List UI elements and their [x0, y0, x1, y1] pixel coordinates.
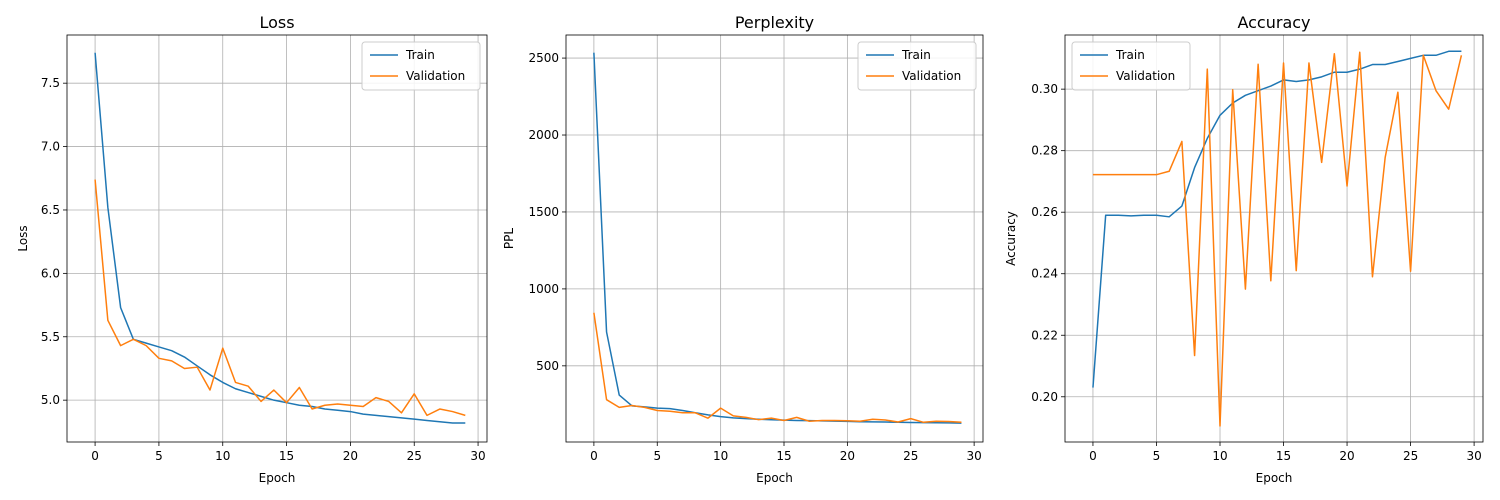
y-tick-label: 500	[536, 359, 559, 373]
x-tick-label: 10	[1212, 449, 1227, 463]
series-line-train	[1092, 50, 1462, 388]
x-tick-label: 30	[1466, 449, 1481, 463]
legend-label-validation: Validation	[406, 69, 465, 83]
x-tick-label: 20	[840, 449, 855, 463]
chart-title: Loss	[259, 13, 294, 32]
chart-title: Accuracy	[1237, 13, 1310, 32]
x-tick-label: 20	[1339, 449, 1354, 463]
x-tick-label: 30	[470, 449, 485, 463]
legend: Train Validation	[857, 41, 977, 91]
series-line-train	[94, 52, 466, 424]
x-axis-label: Epoch	[756, 471, 793, 485]
y-tick-label: 2500	[528, 51, 559, 65]
y-tick-label: 0.26	[1031, 205, 1058, 219]
axes-frame	[66, 34, 488, 443]
x-tick-label: 30	[966, 449, 981, 463]
x-tick-label: 5	[155, 449, 163, 463]
y-tick-label: 5.5	[41, 330, 60, 344]
x-tick-label: 5	[653, 449, 661, 463]
x-tick-label: 15	[1276, 449, 1291, 463]
chart-accuracy: 0 5 10 15 20 25 30 0.20 0.22 0.24 0.26 0.28 0.30 Accu…	[1004, 13, 1484, 485]
x-tick-label: 15	[776, 449, 791, 463]
legend-label-train: Train	[901, 48, 931, 62]
x-tick-label: 10	[215, 449, 230, 463]
y-tick-label: 1500	[528, 205, 559, 219]
x-tick-label: 20	[343, 449, 358, 463]
x-tick-label: 0	[91, 449, 99, 463]
x-tick-label: 25	[903, 449, 918, 463]
y-tick-label: 0.30	[1031, 82, 1058, 96]
legend-box	[857, 41, 977, 91]
y-tick-label: 6.5	[41, 203, 60, 217]
legend: Train Validation	[1071, 41, 1191, 91]
legend-label-validation: Validation	[1116, 69, 1175, 83]
legend-label-train: Train	[1115, 48, 1145, 62]
y-tick-label: 6.0	[41, 266, 60, 280]
legend-box	[361, 41, 481, 91]
axes-frame	[1064, 34, 1484, 443]
y-tick-label: 0.24	[1031, 267, 1058, 281]
y-axis-label: PPL	[502, 228, 516, 249]
axes-frame	[565, 34, 984, 443]
y-tick-label: 0.28	[1031, 144, 1058, 158]
x-tick-label: 25	[1403, 449, 1418, 463]
series-line-train	[593, 52, 962, 424]
legend-label-train: Train	[405, 48, 435, 62]
x-axis-label: Epoch	[259, 471, 296, 485]
y-tick-label: 2000	[528, 128, 559, 142]
y-tick-label: 0.20	[1031, 390, 1058, 404]
y-tick-label: 7.0	[41, 140, 60, 154]
x-tick-label: 0	[1089, 449, 1097, 463]
x-tick-label: 15	[279, 449, 294, 463]
x-tick-label: 10	[713, 449, 728, 463]
series-line-validation	[593, 312, 962, 424]
x-axis-label: Epoch	[1256, 471, 1293, 485]
chart-perplexity: 0 5 10 15 20 25 30 500 1000 1500 2000 2500 Perplexit…	[502, 13, 984, 485]
legend-box	[1071, 41, 1191, 91]
chart-title: Perplexity	[735, 13, 814, 32]
legend: Train Validation	[361, 41, 481, 91]
x-tick-label: 0	[590, 449, 598, 463]
chart-loss: 0 5 10 15 20 25 30 5.0 5.5 6.0 6.5 7.0 7.5 Loss Epoch L…	[16, 13, 488, 485]
legend-label-validation: Validation	[902, 69, 961, 83]
y-axis-label: Loss	[16, 225, 30, 251]
y-tick-label: 5.0	[41, 393, 60, 407]
series-line-validation	[94, 179, 466, 417]
y-axis-label: Accuracy	[1004, 211, 1018, 266]
x-tick-label: 5	[1153, 449, 1161, 463]
y-tick-label: 0.22	[1031, 328, 1058, 342]
y-tick-label: 1000	[528, 282, 559, 296]
y-tick-label: 7.5	[41, 76, 60, 90]
x-tick-label: 25	[407, 449, 422, 463]
series-line-validation	[1092, 51, 1463, 427]
